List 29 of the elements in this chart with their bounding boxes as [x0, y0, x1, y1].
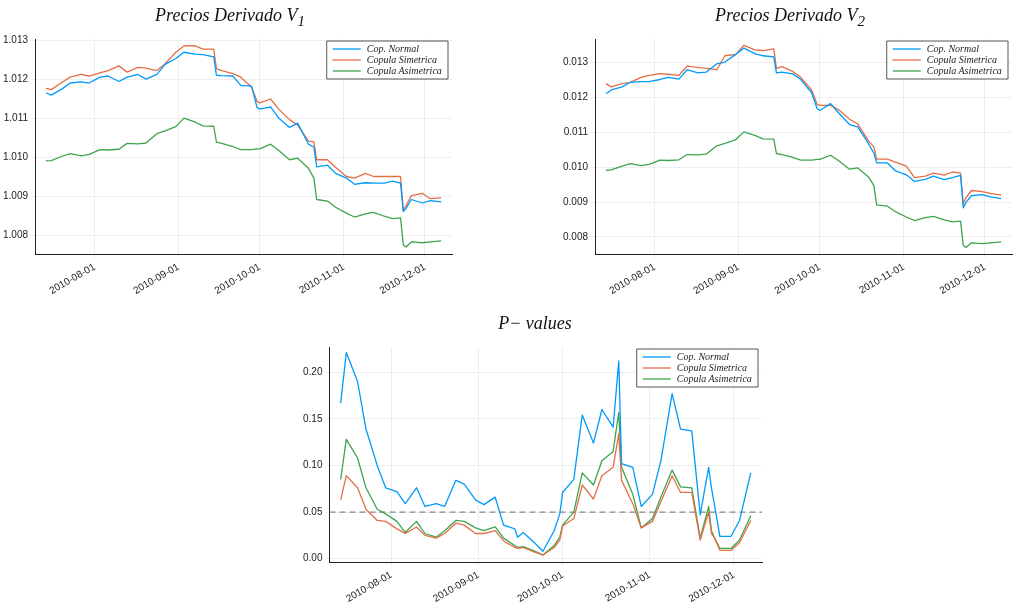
legend-label: Copula Asimetrica [366, 64, 442, 76]
legend-label: Copula Asimetrica [926, 64, 1002, 76]
y-tick-label: 0.15 [302, 412, 323, 424]
y-tick-label: 0.05 [302, 505, 323, 517]
y-tick-label: 0.20 [302, 365, 323, 377]
y-tick-label: 0.012 [562, 91, 589, 103]
y-tick-label: 1.011 [3, 112, 29, 124]
chart-title: Precios Derivado V$_{2}$ [714, 4, 866, 30]
y-tick-label: 0.00 [302, 552, 323, 564]
y-tick-label: 1.008 [2, 229, 29, 241]
y-tick-label: 0.10 [302, 459, 323, 471]
y-tick-label: 1.010 [2, 151, 29, 163]
legend-label: Copula Asimetrica [676, 372, 752, 384]
legend-label: Cop. Normal [676, 350, 730, 362]
y-tick-label: 0.010 [562, 160, 589, 172]
legend-label: Cop. Normal [366, 42, 420, 54]
y-tick-label: 0.011 [563, 125, 589, 137]
y-tick-label: 1.012 [2, 73, 29, 85]
y-tick-label: 0.008 [562, 230, 589, 242]
legend-label: Copula Simetrica [926, 53, 998, 65]
legend-label: Copula Simetrica [676, 361, 748, 373]
y-tick-label: 1.013 [2, 34, 29, 46]
y-tick-label: 0.009 [562, 195, 589, 207]
legend-label: Copula Simetrica [366, 53, 438, 65]
legend-label: Cop. Normal [926, 42, 980, 54]
y-tick-label: 0.013 [562, 56, 589, 68]
y-tick-label: 1.009 [2, 190, 29, 202]
chart-title: P− values [497, 312, 573, 335]
chart-title: Precios Derivado V$_{1}$ [154, 4, 306, 30]
